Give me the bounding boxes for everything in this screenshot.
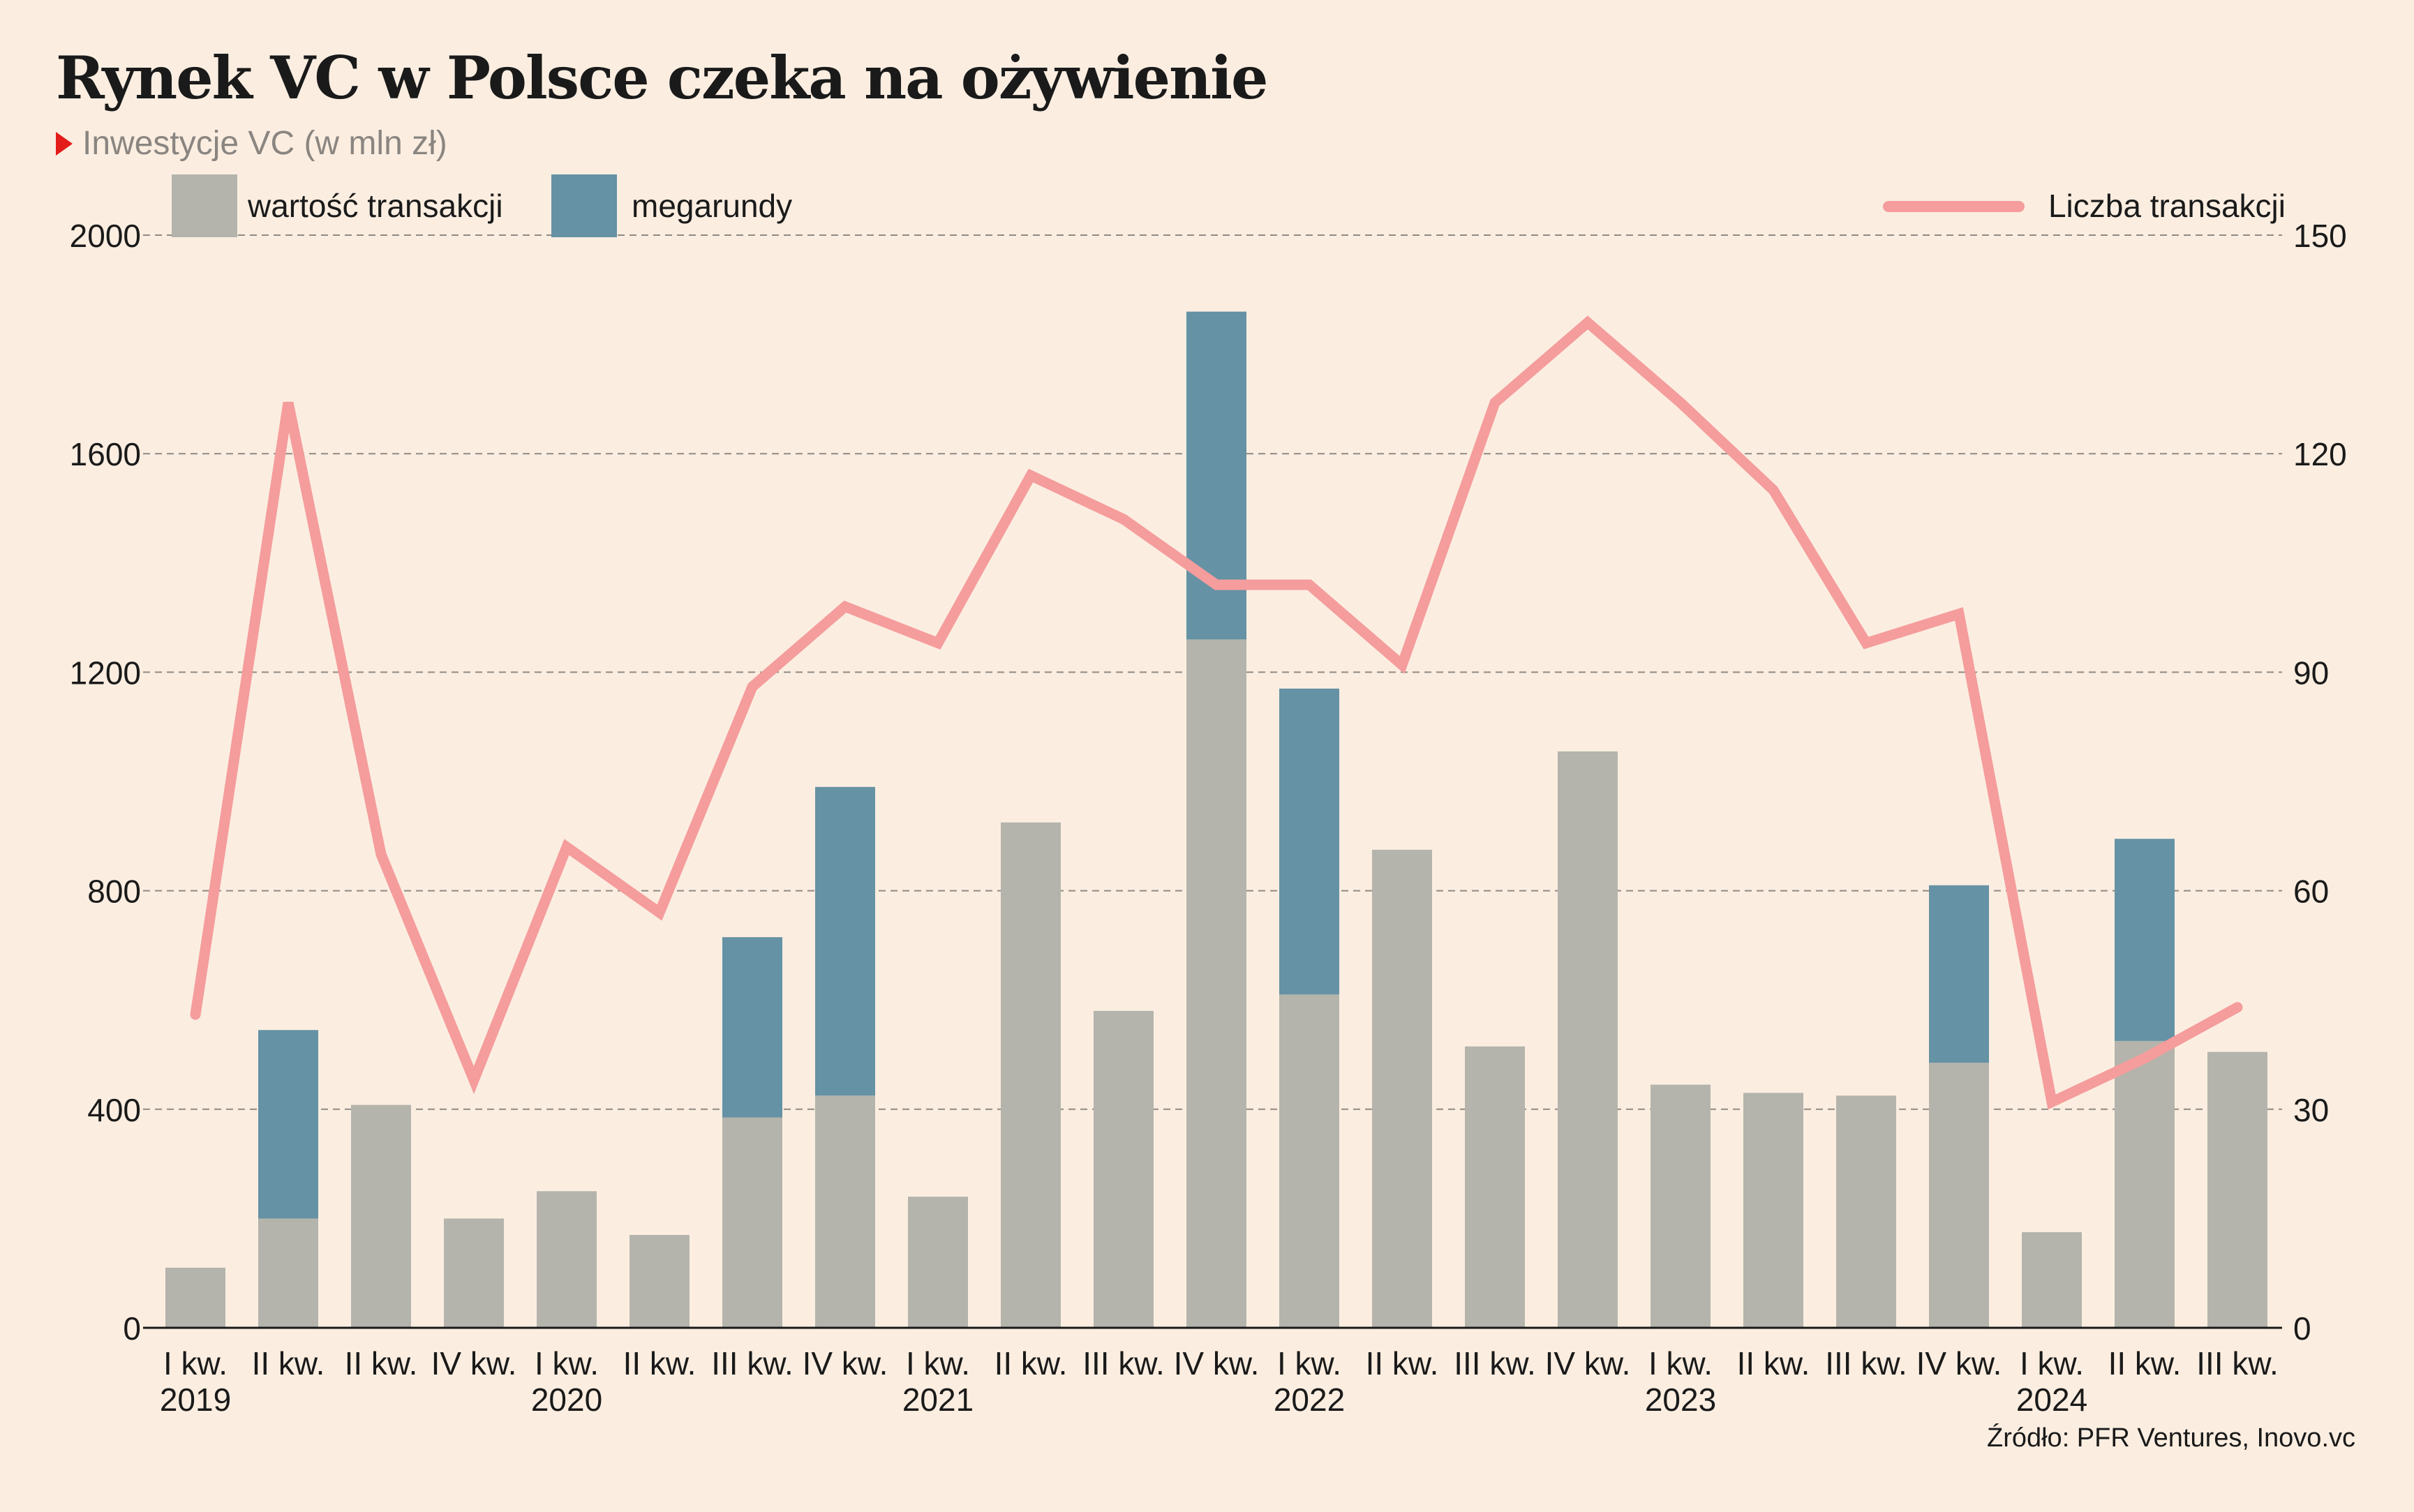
bar-wartosc-transakcji [815,1095,875,1328]
x-year-label: 2020 [531,1382,602,1418]
source-note: Źródło: PFR Ventures, Inovo.vc [1986,1423,2355,1453]
x-tick-label: II kw. [2108,1345,2182,1382]
y-tick-label-right: 150 [2293,218,2347,254]
x-year-label: 2023 [1645,1382,1716,1418]
legend-swatch-megarundy [551,174,617,237]
bar-wartosc-transakcji [2022,1232,2082,1328]
legend-swatch-wartosc [172,174,237,237]
x-tick-label: III kw. [1825,1345,1907,1382]
x-year-label: 2024 [2016,1382,2087,1418]
x-tick-label: I kw. [535,1345,599,1382]
x-tick-label: III kw. [1454,1345,1536,1382]
bar-wartosc-transakcji [1558,751,1618,1328]
x-tick-label: I kw. [906,1345,970,1382]
x-year-label: 2022 [1274,1382,1345,1418]
x-year-label: 2019 [160,1382,231,1418]
bar-wartosc-transakcji [1094,1010,1154,1328]
bar-wartosc-transakcji [1372,849,1432,1328]
bar-megarundy [1186,311,1246,640]
x-tick-label: I kw. [1277,1345,1341,1382]
y-tick-label-right: 90 [2293,654,2329,691]
y-tick-label-right: 0 [2293,1310,2311,1347]
bar-wartosc-transakcji [1001,822,1061,1328]
bar-wartosc-transakcji [1929,1063,1989,1328]
x-tick-label: IV kw. [431,1345,517,1382]
x-tick-label: IV kw. [1174,1345,1260,1382]
y-tick-label-left: 2000 [70,218,141,254]
bar-wartosc-transakcji [258,1218,318,1328]
x-tick-label: II kw. [994,1345,1068,1382]
chart-title: Rynek VC w Polsce czeka na ożywienie [56,43,1268,112]
x-tick-label: IV kw. [803,1345,888,1382]
legend-label-megarundy: megarundy [632,188,792,224]
axes: 0 0 400 30 800 60 1200 90 1600 120 2000 150 I kw. II … [70,218,2347,1418]
x-tick-label: II kw. [252,1345,325,1382]
x-year-label: 2021 [902,1382,974,1418]
bar-megarundy [2115,839,2175,1041]
line-series [190,315,2243,1110]
y-tick-label-left: 800 [87,874,141,910]
y-tick-label-left: 1200 [70,654,141,691]
chart-subtitle-text: Inwestycje VC (w mln zł) [82,125,447,162]
bar-wartosc-transakcji [1465,1046,1525,1328]
x-tick-label: III kw. [1082,1345,1165,1382]
x-tick-label: II kw. [345,1345,418,1382]
x-tick-label: IV kw. [1916,1345,2002,1382]
bar-megarundy [1929,885,1989,1063]
bars [165,311,2267,1328]
x-tick-label: III kw. [711,1345,794,1382]
line-liczba-transakcji [190,315,2243,1110]
x-tick-label: II kw. [1737,1345,1810,1382]
bar-wartosc-transakcji [722,1117,782,1328]
bar-wartosc-transakcji [629,1234,690,1328]
bar-wartosc-transakcji [908,1197,968,1328]
bar-wartosc-transakcji [537,1191,597,1328]
bar-megarundy [815,786,875,1096]
bar-wartosc-transakcji [351,1105,411,1328]
legend-label-wartosc: wartość transakcji [247,188,503,224]
bar-wartosc-transakcji [2207,1051,2267,1328]
x-tick-label: II kw. [623,1345,696,1382]
y-tick-label-right: 120 [2293,436,2347,472]
y-tick-label-left: 0 [123,1310,141,1347]
bar-megarundy [258,1030,318,1219]
x-tick-label: IV kw. [1545,1345,1631,1382]
bar-wartosc-transakcji [2115,1040,2175,1328]
bar-wartosc-transakcji [444,1218,504,1328]
bar-wartosc-transakcji [1651,1084,1711,1328]
y-tick-label-left: 1600 [70,436,141,472]
bar-wartosc-transakcji [165,1267,225,1328]
bar-wartosc-transakcji [1186,639,1246,1328]
x-tick-label: I kw. [2020,1345,2084,1382]
bar-megarundy [722,937,782,1118]
x-tick-label: III kw. [2196,1345,2279,1382]
bar-wartosc-transakcji [1279,994,1339,1328]
x-tick-label: II kw. [1366,1345,1439,1382]
x-tick-label: I kw. [1648,1345,1713,1382]
triangle-marker-icon [56,131,73,156]
bar-wartosc-transakcji [1743,1093,1803,1328]
legend: wartość transakcji megarundy Liczba transa… [172,174,2286,237]
y-tick-label-right: 30 [2293,1092,2329,1128]
bar-megarundy [1279,688,1339,995]
x-tick-label: I kw. [163,1345,228,1382]
y-tick-label-left: 400 [87,1092,141,1128]
chart-subtitle: Inwestycje VC (w mln zł) [56,124,447,163]
bar-wartosc-transakcji [1836,1095,1896,1328]
y-tick-label-right: 60 [2293,874,2329,910]
legend-label-liczba: Liczba transakcji [2048,188,2286,224]
